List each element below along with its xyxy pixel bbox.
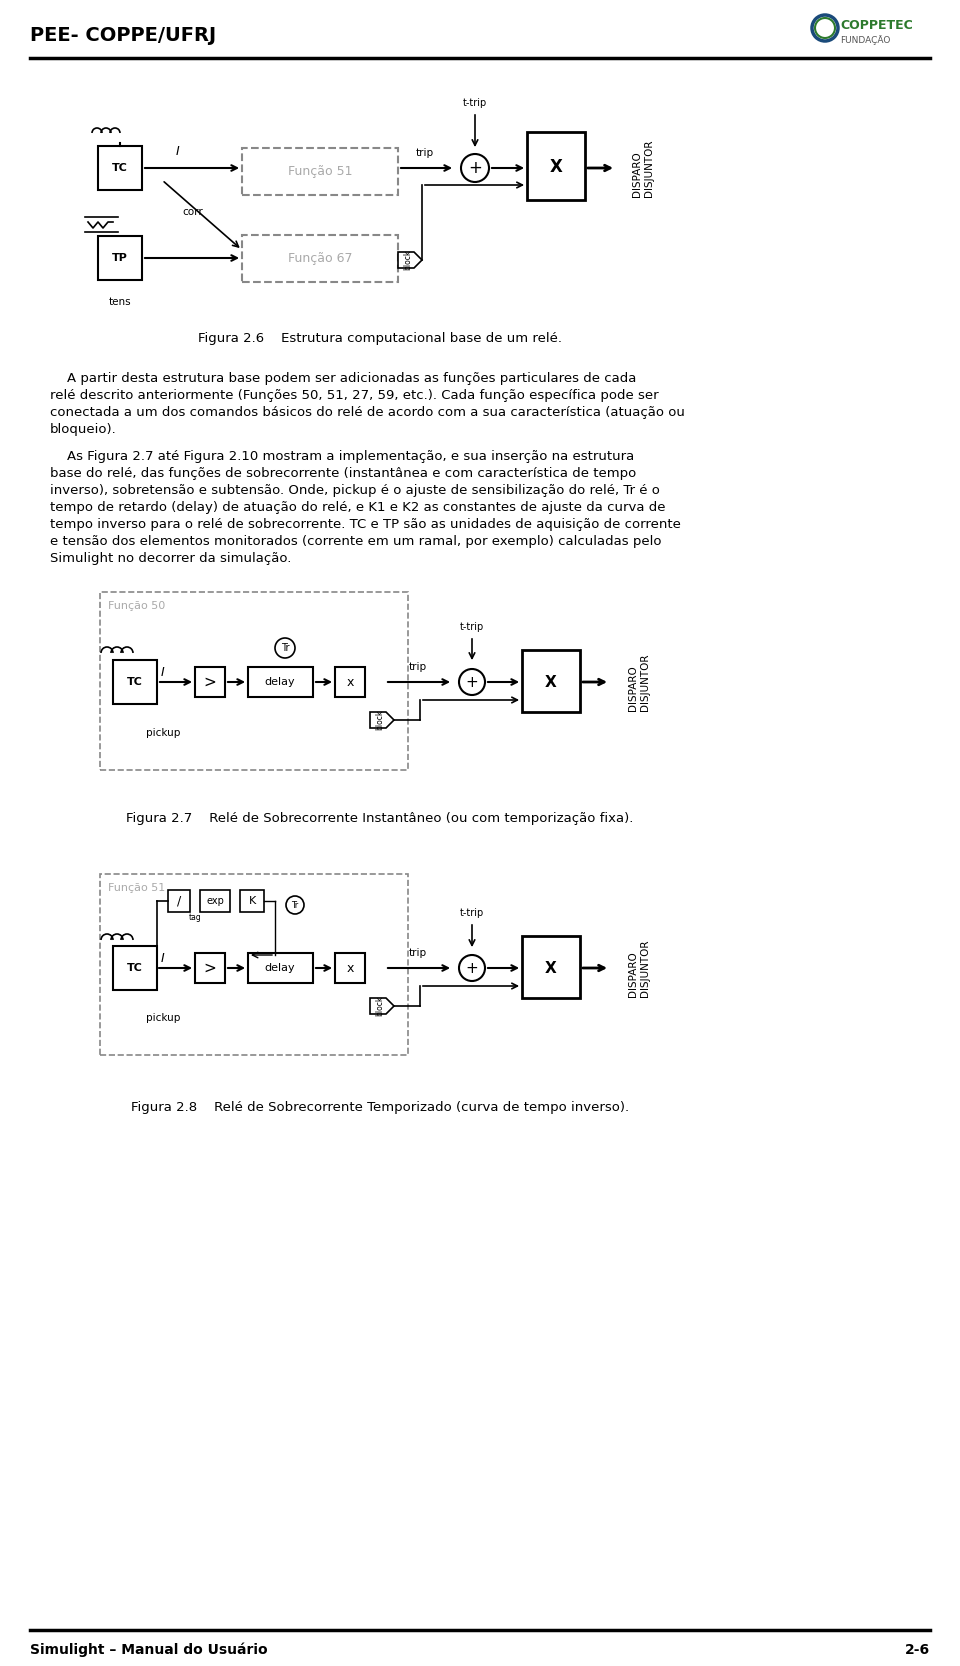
Text: DISPARO
DISJUNTOR: DISPARO DISJUNTOR: [632, 140, 655, 197]
Text: t-trip: t-trip: [460, 621, 484, 631]
Text: Função 51: Função 51: [288, 165, 352, 178]
Circle shape: [459, 955, 485, 981]
Text: K: K: [249, 896, 255, 906]
FancyBboxPatch shape: [335, 666, 365, 696]
Text: t-trip: t-trip: [463, 98, 487, 108]
Text: conectada a um dos comandos básicos do relé de acordo com a sua característica (: conectada a um dos comandos básicos do r…: [50, 407, 684, 420]
Text: 2-6: 2-6: [905, 1643, 930, 1658]
Text: pickup: pickup: [146, 728, 180, 738]
Text: DISPARO
DISJUNTOR: DISPARO DISJUNTOR: [628, 653, 651, 711]
Text: I: I: [161, 951, 165, 965]
FancyBboxPatch shape: [522, 650, 580, 711]
FancyBboxPatch shape: [335, 953, 365, 983]
Text: tempo de retardo (delay) de atuação do relé, e K1 e K2 as constantes de ajuste d: tempo de retardo (delay) de atuação do r…: [50, 501, 665, 515]
FancyBboxPatch shape: [527, 132, 585, 200]
Text: FUNDAÇÃO: FUNDAÇÃO: [840, 35, 890, 45]
Text: e tensão dos elementos monitorados (corrente em um ramal, por exemplo) calculada: e tensão dos elementos monitorados (corr…: [50, 535, 661, 548]
Text: >: >: [204, 961, 216, 976]
Text: TC: TC: [127, 676, 143, 686]
Text: bloqueio).: bloqueio).: [50, 423, 117, 436]
Text: X: X: [545, 961, 557, 976]
Text: +: +: [466, 675, 478, 690]
Text: TC: TC: [127, 963, 143, 973]
Text: trip: trip: [409, 661, 427, 671]
FancyBboxPatch shape: [242, 235, 398, 282]
Text: PEE- COPPE/UFRJ: PEE- COPPE/UFRJ: [30, 25, 216, 45]
FancyBboxPatch shape: [98, 147, 142, 190]
Text: As Figura 2.7 até Figura 2.10 mostram a implementação, e sua inserção na estrutu: As Figura 2.7 até Figura 2.10 mostram a …: [50, 450, 635, 463]
Text: tag: tag: [188, 913, 202, 921]
Text: TC: TC: [112, 163, 128, 173]
Text: delay: delay: [265, 963, 296, 973]
Circle shape: [461, 153, 489, 182]
Text: Função 50: Função 50: [108, 601, 165, 611]
FancyBboxPatch shape: [100, 875, 408, 1055]
Text: A partir desta estrutura base podem ser adicionadas as funções particulares de c: A partir desta estrutura base podem ser …: [50, 372, 636, 385]
Polygon shape: [370, 711, 394, 728]
Text: pickup: pickup: [146, 1013, 180, 1023]
Text: Tr: Tr: [292, 901, 299, 910]
Text: COPPETEC: COPPETEC: [840, 18, 913, 32]
FancyBboxPatch shape: [195, 953, 225, 983]
FancyBboxPatch shape: [240, 890, 264, 911]
Text: Simulight – Manual do Usuário: Simulight – Manual do Usuário: [30, 1643, 268, 1658]
Text: TP: TP: [112, 253, 128, 263]
FancyBboxPatch shape: [113, 946, 157, 990]
Circle shape: [275, 638, 295, 658]
FancyBboxPatch shape: [200, 890, 230, 911]
Text: >: >: [204, 675, 216, 690]
Text: Função 67: Função 67: [288, 252, 352, 265]
Text: Figura 2.6    Estrutura computacional base de um relé.: Figura 2.6 Estrutura computacional base …: [198, 332, 562, 345]
Text: x: x: [347, 961, 353, 975]
FancyBboxPatch shape: [100, 591, 408, 770]
Text: trip: trip: [409, 948, 427, 958]
FancyBboxPatch shape: [248, 953, 313, 983]
FancyBboxPatch shape: [242, 148, 398, 195]
Text: corr: corr: [182, 207, 204, 217]
Text: tens: tens: [108, 297, 132, 307]
FancyBboxPatch shape: [98, 237, 142, 280]
Text: tempo inverso para o relé de sobrecorrente. TC e TP são as unidades de aquisição: tempo inverso para o relé de sobrecorren…: [50, 518, 681, 531]
Text: Tr: Tr: [280, 643, 289, 653]
Text: Figura 2.8    Relé de Sobrecorrente Temporizado (curva de tempo inverso).: Figura 2.8 Relé de Sobrecorrente Tempori…: [131, 1101, 629, 1115]
Circle shape: [459, 670, 485, 695]
Text: I: I: [176, 145, 180, 158]
Text: relé descrito anteriormente (Funções 50, 51, 27, 59, etc.). Cada função específi: relé descrito anteriormente (Funções 50,…: [50, 388, 659, 402]
Text: t-trip: t-trip: [460, 908, 484, 918]
Text: delay: delay: [265, 676, 296, 686]
Text: base do relé, das funções de sobrecorrente (instantânea e com característica de : base do relé, das funções de sobrecorren…: [50, 466, 636, 480]
Text: Simulight no decorrer da simulação.: Simulight no decorrer da simulação.: [50, 551, 292, 565]
Text: block: block: [375, 996, 385, 1016]
Polygon shape: [370, 998, 394, 1015]
Text: X: X: [545, 675, 557, 690]
Text: x: x: [347, 675, 353, 688]
Text: block: block: [403, 250, 413, 270]
FancyBboxPatch shape: [248, 666, 313, 696]
Text: /: /: [177, 895, 181, 908]
Text: inverso), sobretensão e subtensão. Onde, pickup é o ajuste de sensibilização do : inverso), sobretensão e subtensão. Onde,…: [50, 485, 660, 496]
Text: Figura 2.7    Relé de Sobrecorrente Instantâneo (ou com temporização fixa).: Figura 2.7 Relé de Sobrecorrente Instant…: [127, 811, 634, 825]
Text: I: I: [161, 665, 165, 678]
FancyBboxPatch shape: [168, 890, 190, 911]
Text: exp: exp: [206, 896, 224, 906]
Circle shape: [286, 896, 304, 915]
Text: trip: trip: [416, 148, 434, 158]
Text: +: +: [466, 961, 478, 976]
Text: Função 51: Função 51: [108, 883, 165, 893]
Text: block: block: [375, 710, 385, 730]
FancyBboxPatch shape: [195, 666, 225, 696]
FancyBboxPatch shape: [522, 936, 580, 998]
Polygon shape: [398, 252, 422, 268]
Text: DISPARO
DISJUNTOR: DISPARO DISJUNTOR: [628, 940, 651, 996]
Text: X: X: [549, 158, 563, 177]
Text: +: +: [468, 158, 482, 177]
FancyBboxPatch shape: [113, 660, 157, 705]
